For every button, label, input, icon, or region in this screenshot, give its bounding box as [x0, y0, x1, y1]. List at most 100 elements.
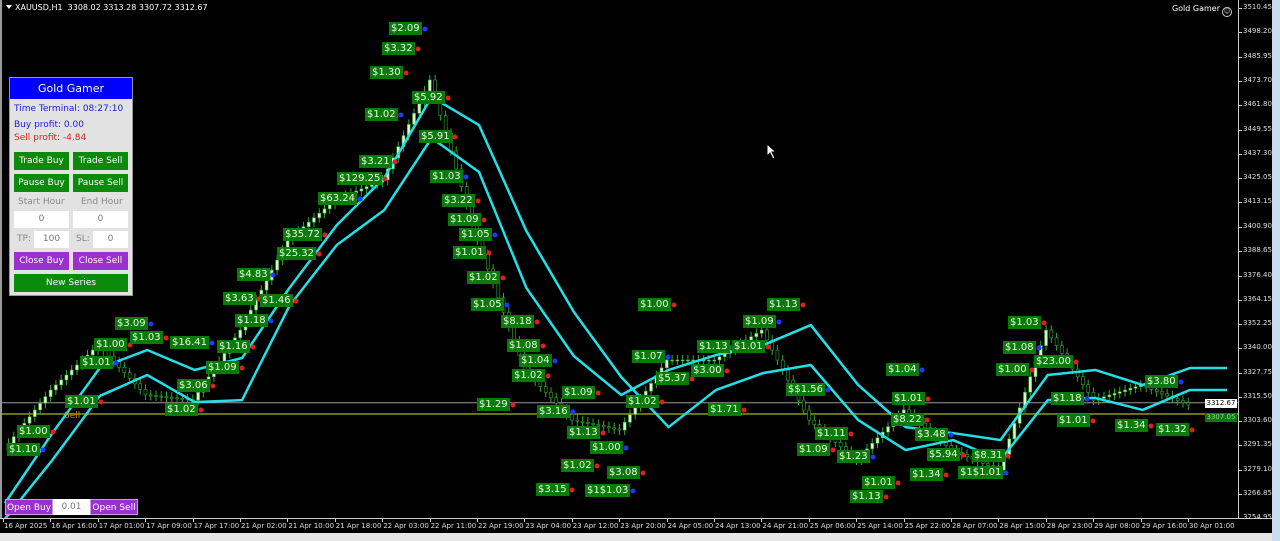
profit-label: $129.25	[337, 172, 383, 185]
trade-sell-button[interactable]: Trade Sell	[73, 152, 128, 170]
start-hour-input[interactable]: 0	[14, 211, 69, 228]
trade-arrow-marker	[1178, 379, 1184, 385]
time-tick-mark	[1093, 519, 1095, 522]
trade-arrow-marker	[895, 480, 901, 486]
candle-body	[591, 423, 595, 425]
price-chart[interactable]: XAUUSD,H1 3308.02 3313.28 3307.72 3312.6…	[0, 0, 1238, 518]
price-tick-label: 3461.80	[1243, 100, 1272, 109]
time-tick-mark	[571, 519, 573, 522]
time-tick-label: 17 Apr 17:00	[193, 522, 240, 530]
candle-body	[786, 369, 790, 381]
candle-body	[812, 419, 817, 425]
profit-label: $5.94	[927, 448, 960, 461]
time-axis[interactable]: 16 Apr 2025 16 Apr 16:00 17 Apr 01:00 17 Ap…	[0, 518, 1272, 534]
trade-arrow-marker	[209, 340, 215, 346]
price-tick-mark	[1239, 300, 1242, 302]
candle-body	[1049, 329, 1054, 339]
trade-arrow-marker	[113, 360, 119, 366]
trade-arrow-marker	[948, 432, 954, 438]
time-tick-label: 17 Apr 01:00	[98, 522, 145, 530]
time-tick-mark	[1045, 519, 1047, 522]
candle-body	[622, 421, 627, 431]
open-sell-button[interactable]: Open Sell	[90, 499, 138, 515]
trade-arrow-marker	[415, 46, 421, 52]
candle-body	[175, 397, 179, 400]
profit-label: $3.22	[442, 194, 475, 207]
trade-arrow-marker	[640, 470, 646, 476]
price-axis[interactable]: 3510.45 3498.20 3485.95 3473.70 3461.80 3449.…	[1238, 0, 1273, 521]
candle-body	[180, 398, 185, 400]
candle-body	[127, 372, 132, 379]
time-tick-label: 29 Apr 16:00	[1141, 522, 1188, 530]
candle-body	[143, 389, 148, 396]
candle-body	[1107, 394, 1112, 398]
close-sell-button[interactable]: Close Sell	[73, 252, 128, 270]
price-tick-mark	[1239, 348, 1242, 350]
trade-arrow-marker	[924, 417, 930, 423]
time-tick-mark	[761, 519, 763, 522]
trade-arrow-marker	[671, 302, 677, 308]
trade-arrow-marker	[1189, 427, 1195, 433]
profit-label: $1.34	[1115, 419, 1148, 432]
symbol-label: XAUUSD,H1	[15, 3, 63, 12]
pause-buy-button[interactable]: Pause Buy	[14, 174, 69, 192]
trade-arrow-marker	[1029, 367, 1035, 373]
candle-body	[327, 204, 332, 210]
pause-sell-button[interactable]: Pause Sell	[73, 174, 128, 192]
candle-body	[665, 359, 669, 369]
trade-arrow-marker	[445, 95, 451, 101]
time-tick-mark	[666, 519, 668, 522]
price-tick-label: 3254.95	[1243, 513, 1272, 521]
candle-body	[801, 399, 806, 411]
trade-arrow-marker	[270, 272, 276, 278]
price-tick-label: 3266.85	[1243, 489, 1272, 498]
close-buy-button[interactable]: Close Buy	[14, 252, 69, 270]
trade-arrow-marker	[1036, 345, 1042, 351]
price-tick-mark	[1239, 420, 1242, 422]
price-tick-mark	[1239, 154, 1242, 155]
time-tick-mark	[808, 519, 810, 522]
tp-input[interactable]: 100	[34, 231, 69, 248]
dropdown-triangle-icon[interactable]	[6, 5, 12, 9]
profit-label: $1.02	[365, 108, 398, 121]
candle-body	[485, 254, 490, 270]
new-series-button[interactable]: New Series	[14, 274, 128, 292]
time-tick-mark	[1188, 519, 1189, 522]
time-tick-label: 25 Apr 14:00	[857, 522, 903, 530]
end-hour-input[interactable]: 0	[73, 211, 128, 228]
candle-body	[765, 329, 769, 341]
trade-arrow-marker	[960, 452, 966, 458]
horizontal-scrollbar[interactable]	[0, 533, 1272, 541]
bid-price-tag: 3312.67	[1205, 398, 1237, 408]
time-tick-mark	[3, 519, 4, 522]
trade-arrow-marker	[870, 454, 876, 460]
candle-body	[43, 396, 48, 404]
lot-size-input[interactable]: 0.01	[53, 499, 90, 515]
profit-label: $3.15	[536, 483, 569, 496]
price-tick-mark	[1239, 469, 1242, 471]
trade-arrow-marker	[600, 430, 606, 436]
mouse-cursor-icon	[766, 143, 778, 160]
candle-body	[312, 217, 316, 223]
profit-label: $1.01	[892, 392, 925, 405]
trade-buy-button[interactable]: Trade Buy	[14, 152, 69, 170]
profit-label: $5.37	[656, 372, 689, 385]
candle-body	[807, 409, 811, 421]
price-tick-label: 3364.15	[1243, 295, 1272, 304]
candle-body	[1054, 337, 1059, 346]
profit-label: $1.18	[1051, 392, 1084, 405]
candle-body	[717, 356, 722, 361]
trade-arrow-marker	[1148, 423, 1154, 429]
profit-label: $3.08	[607, 466, 640, 479]
price-tick-label: 3473.70	[1243, 76, 1272, 85]
sl-input[interactable]: 0	[93, 231, 128, 248]
profit-label: $1.00	[590, 441, 623, 454]
candle-body	[322, 208, 327, 214]
profit-label: $1.00	[638, 298, 671, 311]
candle-body	[1081, 376, 1085, 385]
candle-body	[54, 384, 58, 391]
candle-body	[428, 79, 432, 92]
open-buy-button[interactable]: Open Buy	[5, 499, 53, 515]
candle-body	[306, 221, 311, 227]
time-tick-label: 23 Apr 20:00	[620, 522, 666, 530]
